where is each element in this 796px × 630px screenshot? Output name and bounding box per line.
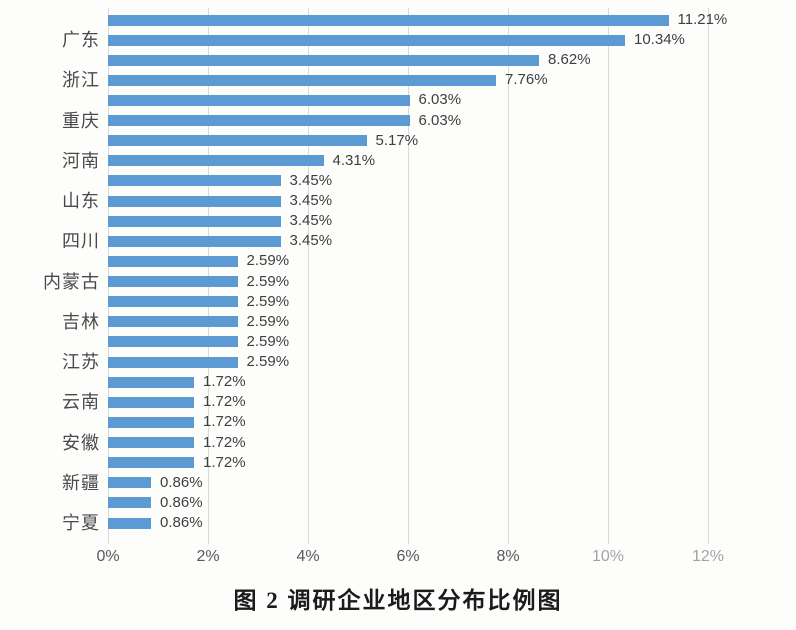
category-label: 内蒙古 — [43, 271, 100, 292]
bar-value-label: 1.72% — [203, 393, 246, 411]
bar — [108, 356, 238, 368]
bar — [108, 235, 281, 247]
bar — [108, 135, 367, 147]
bar-value-label: 2.59% — [246, 332, 290, 350]
bar-value-label: 3.45% — [289, 192, 333, 210]
bar — [108, 115, 410, 127]
bar-value-label: 2.59% — [246, 312, 290, 330]
bar-value-label: 0.86% — [160, 473, 203, 491]
bar-value-label: 10.34% — [634, 31, 685, 49]
category-label: 广东 — [62, 30, 100, 51]
bar — [108, 376, 194, 388]
x-tick-label: 0% — [96, 548, 120, 565]
bar — [108, 175, 281, 187]
gridline — [208, 8, 209, 544]
category-label: 重庆 — [62, 110, 100, 131]
gridline — [408, 8, 409, 544]
x-tick-label: 6% — [396, 548, 420, 565]
bar — [108, 195, 281, 207]
bar — [108, 396, 194, 408]
bar — [108, 54, 539, 66]
bar — [108, 316, 238, 328]
bar-value-label: 0.86% — [160, 514, 203, 531]
x-tick-label: 10% — [591, 548, 625, 565]
bar-value-label: 8.62% — [548, 51, 591, 69]
bar — [108, 34, 625, 46]
category-label: 浙江 — [62, 70, 100, 91]
bar-value-label: 6.03% — [418, 111, 462, 129]
bar-value-label: 3.45% — [289, 171, 333, 189]
bar-value-label: 1.72% — [203, 453, 246, 471]
bar — [108, 517, 151, 529]
bar — [108, 215, 281, 227]
bar-value-label: 6.03% — [418, 91, 462, 109]
figure-caption: 图 2 调研企业地区分布比例图 — [233, 588, 563, 613]
bar-value-label: 2.59% — [246, 252, 290, 270]
bar-value-label: 1.72% — [203, 373, 246, 391]
category-label: 新疆 — [62, 472, 100, 493]
x-tick-label: 8% — [496, 548, 520, 565]
category-label: 江苏 — [62, 352, 100, 373]
bar — [108, 457, 194, 469]
bar — [108, 437, 194, 449]
bar-value-label: 4.31% — [332, 151, 376, 169]
bar-value-label: 1.72% — [203, 413, 246, 431]
category-label: 河南 — [62, 150, 100, 171]
bar-value-label: 0.86% — [160, 493, 203, 511]
bar-value-label: 1.72% — [203, 433, 246, 451]
bar-value-label: 5.17% — [375, 131, 419, 149]
x-tick-label: 4% — [296, 548, 320, 565]
gridline — [708, 8, 709, 544]
gridline — [108, 8, 109, 544]
gridline — [608, 8, 609, 544]
gridline — [508, 8, 509, 544]
bar — [108, 416, 194, 428]
bar — [108, 74, 496, 86]
gridline — [308, 8, 309, 544]
x-tick-label: 12% — [691, 548, 725, 565]
category-label: 安徽 — [62, 432, 100, 453]
bar — [108, 336, 238, 348]
bar — [108, 155, 324, 167]
bar-value-label: 7.76% — [505, 71, 548, 89]
bar-value-label: 3.45% — [289, 232, 333, 250]
bar — [108, 477, 151, 489]
bar — [108, 14, 669, 26]
bar — [108, 255, 238, 267]
bar-value-label: 2.59% — [246, 272, 290, 290]
bar-value-label: 11.21% — [677, 11, 728, 28]
category-label: 山东 — [62, 191, 100, 212]
bar — [108, 497, 151, 509]
category-label: 吉林 — [62, 311, 100, 332]
category-label: 四川 — [62, 231, 100, 252]
bar — [108, 276, 238, 288]
bar-value-label: 3.45% — [289, 212, 333, 230]
bar — [108, 296, 238, 308]
category-label: 云南 — [62, 392, 100, 413]
bar-value-label: 2.59% — [246, 292, 290, 310]
x-tick-label: 2% — [196, 548, 220, 565]
category-label: 宁夏 — [62, 513, 100, 533]
bar-value-label: 2.59% — [246, 353, 290, 371]
plot-area: 0% 2% 4% 6% 8% 10% 12% 11.21% 10.34% 8.62% 7.76% 6.… — [96, 0, 748, 565]
bar — [108, 94, 410, 106]
